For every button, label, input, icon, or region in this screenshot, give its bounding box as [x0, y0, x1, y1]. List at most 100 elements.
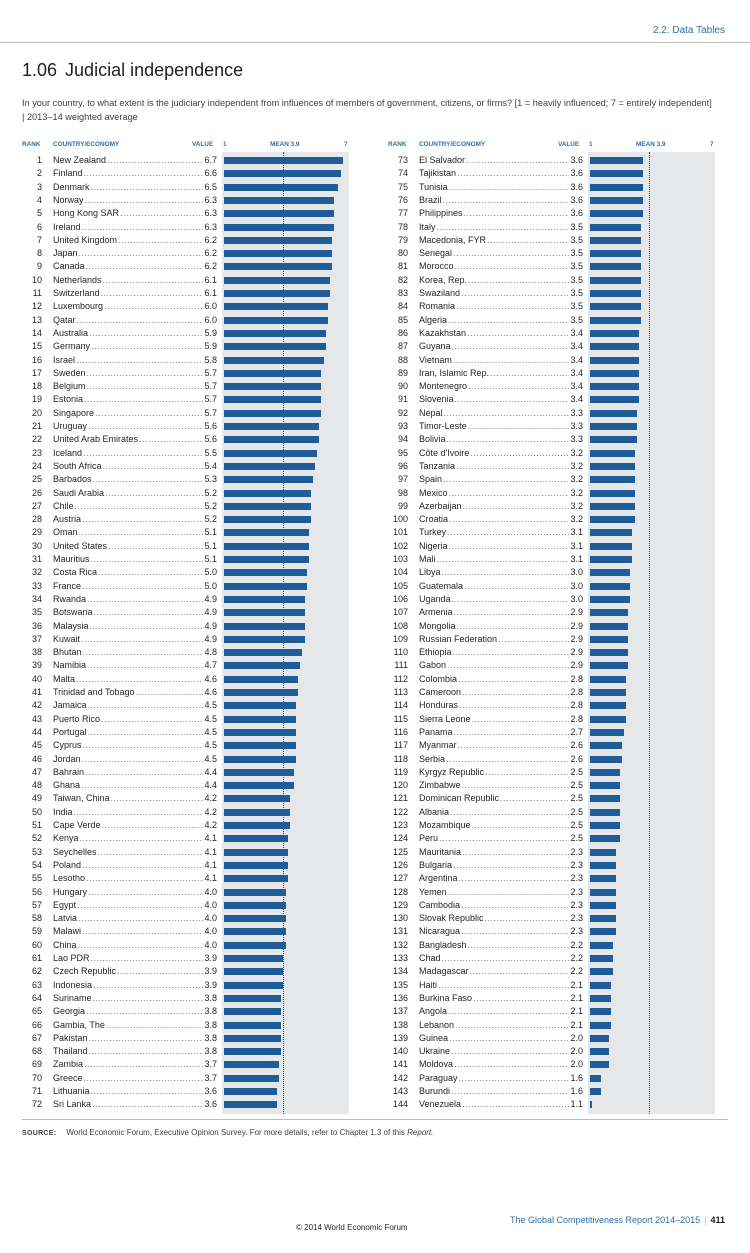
dot-leader — [82, 580, 203, 593]
country-label: Iceland — [53, 447, 83, 458]
country-value-leader: Tajikistan 3.6 — [419, 167, 583, 180]
table-row: 68 Thailand 3.8 — [22, 1045, 352, 1058]
value-bar — [224, 223, 335, 231]
value-label: 3.4 — [570, 394, 583, 405]
value-bar — [224, 941, 286, 949]
table-row: 135 Haiti 2.1 — [388, 979, 718, 992]
country-label: Myanmar — [419, 740, 457, 751]
dot-leader — [463, 500, 570, 513]
value-label: 4.1 — [204, 833, 217, 844]
value-label: 3.9 — [204, 953, 217, 963]
dot-leader — [87, 380, 204, 393]
rank-label: 134 — [392, 966, 408, 977]
country-label: Venezuela — [419, 1099, 462, 1110]
rank-label: 127 — [392, 873, 408, 884]
rank-label: 67 — [31, 1032, 42, 1043]
rank-label: 11 — [32, 288, 42, 298]
table-row: 30 United States 5.1 — [22, 540, 352, 553]
table-row: 18 Belgium 5.7 — [22, 380, 352, 393]
table-row: 116 Panama 2.7 — [388, 726, 718, 739]
value-bar — [590, 356, 639, 364]
rank-label: 41 — [31, 687, 42, 697]
value-label: 3.3 — [570, 421, 583, 431]
country-label: Australia — [53, 327, 89, 338]
country-value-leader: Sri Lanka 3.6 — [53, 1098, 217, 1111]
country-label: Gambia, The — [53, 1019, 105, 1030]
country-value-leader: Mongolia 2.9 — [419, 620, 583, 633]
country-label: Barbados — [53, 474, 92, 485]
rank-label: 98 — [397, 487, 408, 498]
value-bar — [224, 1034, 282, 1042]
value-bar — [224, 250, 333, 258]
dot-leader — [103, 460, 204, 473]
value-label: 6.2 — [204, 261, 217, 272]
rank-label: 103 — [392, 554, 408, 564]
country-label: Morocco — [419, 261, 454, 272]
value-label: 2.5 — [570, 833, 583, 844]
value-bar — [590, 476, 635, 484]
country-value-leader: Libya 3.0 — [419, 566, 583, 579]
value-label: 4.8 — [204, 647, 217, 658]
rank-label: 54 — [31, 859, 42, 870]
value-label: 6.3 — [204, 221, 217, 232]
value-bar — [590, 702, 627, 710]
rank-label: 30 — [31, 540, 42, 551]
table-row: 112 Colombia 2.8 — [388, 673, 718, 686]
country-value-leader: Lebanon 2.1 — [419, 1019, 583, 1032]
value-label: 4.1 — [204, 846, 217, 857]
rank-label: 19 — [31, 394, 42, 405]
scale-min-label: 1 — [223, 141, 227, 148]
rank-label: 3 — [36, 181, 42, 192]
rank-label: 20 — [31, 407, 42, 418]
dot-leader — [442, 566, 570, 579]
table-row: 94 Bolivia 3.3 — [388, 433, 718, 446]
dot-leader — [76, 673, 203, 686]
rank-label: 22 — [31, 434, 42, 445]
country-label: Puerto Rico — [53, 713, 101, 724]
value-label: 4.5 — [204, 740, 217, 751]
value-bar — [590, 316, 641, 324]
scale-max-label: 7 — [344, 141, 348, 148]
country-value-leader: Cape Verde 4.2 — [53, 819, 217, 832]
table-row: 13 Qatar 6.0 — [22, 314, 352, 327]
value-label: 6.7 — [204, 155, 217, 165]
mean-line — [283, 152, 285, 1114]
country-label: Slovenia — [419, 394, 454, 405]
column-header-value: VALUE — [558, 141, 580, 148]
table-row: 1 New Zealand 6.7 — [22, 154, 352, 167]
rank-label: 44 — [31, 726, 42, 737]
value-label: 2.9 — [570, 620, 583, 631]
dot-leader — [454, 606, 570, 619]
dot-leader — [78, 912, 203, 925]
table-row: 40 Malta 4.6 — [22, 673, 352, 686]
table-row: 125 Mauritania 2.3 — [388, 846, 718, 859]
table-row: 5 Hong Kong SAR 6.3 — [22, 207, 352, 220]
value-bar — [590, 994, 612, 1002]
value-bar — [590, 502, 635, 510]
dot-leader — [104, 300, 203, 313]
dot-leader — [447, 433, 570, 446]
dot-leader — [117, 965, 203, 978]
country-label: Korea, Rep. — [419, 274, 468, 285]
table-row: 128 Yemen 2.3 — [388, 886, 718, 899]
table-row: 77 Philippines 3.6 — [388, 207, 718, 220]
dot-leader — [467, 327, 569, 340]
value-label: 2.8 — [570, 700, 583, 711]
dot-leader — [449, 540, 570, 553]
country-label: Russian Federation — [419, 633, 498, 644]
country-label: Panama — [419, 726, 453, 737]
table-row: 134 Madagascar 2.2 — [388, 965, 718, 978]
value-bar — [224, 595, 305, 603]
rank-label: 25 — [31, 474, 42, 485]
country-label: Bhutan — [53, 647, 82, 658]
dot-leader — [89, 1032, 204, 1045]
value-label: 3.7 — [204, 1059, 217, 1070]
country-label: El Salvador — [419, 155, 466, 165]
table-row: 122 Albania 2.5 — [388, 806, 718, 819]
value-bar — [590, 968, 614, 976]
country-value-leader: Malaysia 4.9 — [53, 620, 217, 633]
dot-leader — [448, 314, 569, 327]
table-row: 2 Finland 6.6 — [22, 167, 352, 180]
country-label: Sweden — [53, 367, 86, 378]
dot-leader — [88, 699, 204, 712]
